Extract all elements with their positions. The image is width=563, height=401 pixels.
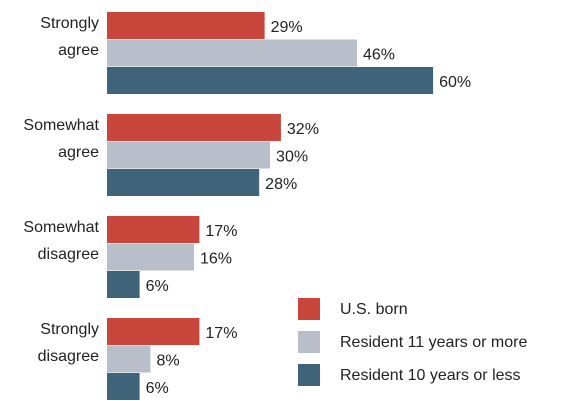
legend-swatch bbox=[298, 331, 320, 353]
value-label: 30% bbox=[276, 148, 308, 165]
value-label: 16% bbox=[200, 250, 232, 267]
legend-label: Resident 11 years or more bbox=[340, 334, 527, 351]
legend-label: Resident 10 years or less bbox=[340, 367, 521, 384]
bar bbox=[107, 216, 200, 243]
legend-swatch bbox=[298, 298, 320, 320]
category-label: Somewhat bbox=[23, 219, 99, 236]
value-label: 29% bbox=[271, 19, 303, 36]
bar bbox=[107, 12, 265, 39]
category-label: disagree bbox=[38, 348, 99, 365]
bar bbox=[107, 67, 434, 94]
category-label: agree bbox=[58, 42, 99, 59]
legend-label: U.S. born bbox=[340, 301, 408, 318]
value-label: 46% bbox=[363, 46, 395, 63]
value-label: 17% bbox=[205, 325, 237, 342]
value-label: 60% bbox=[439, 74, 471, 91]
bar bbox=[107, 243, 194, 271]
category-label: Strongly bbox=[40, 321, 99, 338]
value-label: 6% bbox=[146, 380, 169, 397]
category-label: Somewhat bbox=[23, 117, 99, 134]
value-label: 32% bbox=[287, 121, 319, 138]
bar bbox=[107, 169, 260, 196]
bar bbox=[107, 345, 151, 373]
category-label: disagree bbox=[38, 246, 99, 263]
value-label: 8% bbox=[156, 352, 179, 369]
bar bbox=[107, 114, 281, 141]
bar bbox=[107, 271, 140, 298]
category-label: agree bbox=[58, 144, 99, 161]
bar bbox=[107, 318, 200, 345]
bar bbox=[107, 373, 140, 400]
bar bbox=[107, 39, 358, 67]
value-label: 17% bbox=[205, 223, 237, 240]
value-label: 28% bbox=[265, 176, 297, 193]
legend-swatch bbox=[298, 364, 320, 386]
value-label: 6% bbox=[146, 278, 169, 295]
bar bbox=[107, 141, 271, 169]
category-label: Strongly bbox=[40, 15, 99, 32]
